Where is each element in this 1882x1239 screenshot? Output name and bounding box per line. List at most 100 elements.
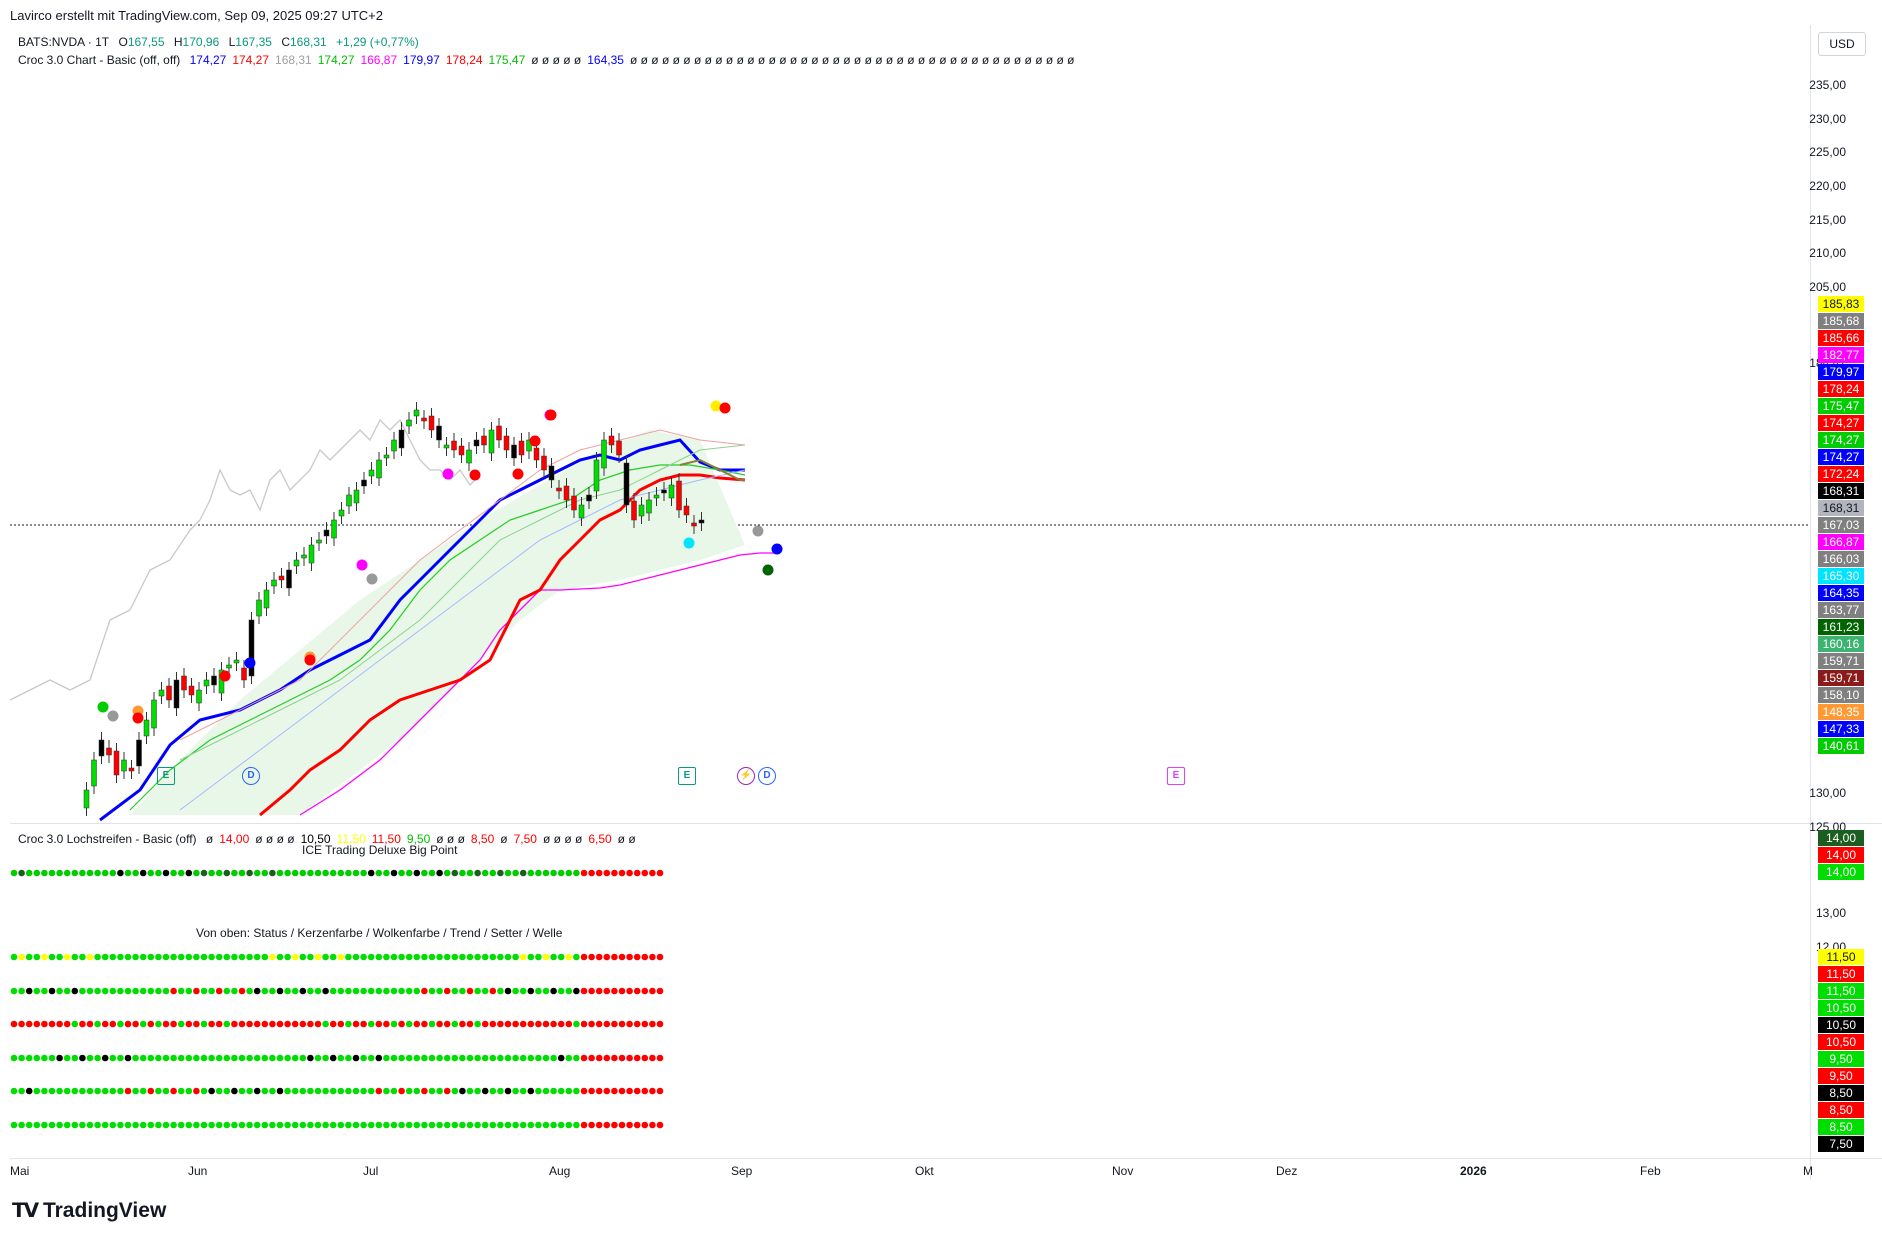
candle	[503, 435, 510, 451]
candle	[293, 559, 300, 567]
lochstreifen-dot	[284, 1087, 291, 1095]
lochstreifen-dot	[527, 1054, 535, 1062]
indicator-name[interactable]: Croc 3.0 Chart - Basic (off, off)	[18, 53, 181, 67]
earnings-icon[interactable]: E	[157, 767, 175, 785]
dividend-icon[interactable]: D	[758, 767, 776, 785]
lochstreifen-dot	[117, 987, 124, 995]
lochstreifen-dot	[33, 869, 41, 877]
lochstreifen-dot	[474, 987, 481, 995]
indicator-name[interactable]: Croc 3.0 Lochstreifen - Basic (off)	[18, 832, 197, 846]
indicator-value: 164,35	[587, 53, 624, 67]
lochstreifen-dot	[527, 1087, 535, 1095]
lochstreifen-dot	[246, 987, 253, 995]
lochstreifen-dot	[633, 953, 641, 961]
lochstreifen-dot	[253, 987, 261, 995]
main-chart-canvas[interactable]	[0, 0, 1810, 1160]
lochstreifen-dot	[345, 953, 352, 961]
lochstreifen-dot	[459, 1020, 466, 1028]
currency-button[interactable]: USD	[1818, 32, 1866, 56]
lochstreifen-dot	[398, 1087, 405, 1095]
lochstreifen-dot	[101, 987, 109, 995]
lochstreifen-dot	[200, 953, 208, 961]
lochstreifen-dot	[466, 953, 474, 961]
price-badge: 182,77	[1818, 347, 1864, 363]
lochstreifen-dot	[489, 1020, 497, 1028]
lochstreifen-dot	[649, 987, 656, 995]
lochstreifen-dot	[291, 1054, 299, 1062]
split-icon[interactable]: ⚡	[737, 767, 755, 785]
ma-line-light	[179, 444, 746, 761]
lochstreifen-dot	[139, 1121, 147, 1129]
symbol-legend[interactable]: BATS:NVDA · 1T O167,55 H170,96 L167,35 C…	[18, 35, 425, 49]
indicator-legend-croc-chart[interactable]: Croc 3.0 Chart - Basic (off, off) 174,27…	[18, 53, 1081, 67]
lochstreifen-dot	[170, 869, 177, 877]
pane-separator[interactable]	[10, 823, 1882, 824]
lochstreifen-dot	[649, 953, 656, 961]
candle	[106, 747, 112, 756]
candle	[323, 529, 330, 537]
lochstreifen-dot	[641, 1087, 649, 1095]
lochstreifen-dot	[626, 1087, 633, 1095]
candle	[608, 435, 615, 446]
lochstreifen-dot	[375, 953, 383, 961]
indicator-value: ø ø ø ø ø ø ø ø ø ø ø ø ø ø ø ø ø ø ø ø …	[629, 53, 1075, 67]
candle	[496, 425, 502, 441]
dividend-icon[interactable]: D	[242, 767, 260, 785]
lochstreifen-dot	[352, 1020, 360, 1028]
lochstreifen-dot	[443, 1020, 451, 1028]
tradingview-logo[interactable]: 𝗧𝗩 TradingView	[12, 1198, 166, 1223]
candle	[466, 449, 472, 464]
lochstreifen-dot	[390, 869, 398, 877]
lochstreifen-dot	[48, 869, 56, 877]
candle	[623, 462, 630, 506]
lochstreifen-dot	[535, 1121, 542, 1129]
indicator-legend-lochstreifen[interactable]: Croc 3.0 Lochstreifen - Basic (off) ø 14,…	[18, 832, 642, 846]
lochstreifen-dot	[162, 869, 170, 877]
lochstreifen-dot	[193, 1087, 200, 1095]
earnings-icon[interactable]: E	[1167, 767, 1185, 785]
lochstreifen-dot	[618, 953, 626, 961]
lochstreifen-dot	[383, 1020, 390, 1028]
candle	[601, 439, 607, 469]
lochstreifen-dot	[269, 953, 276, 961]
lochstreifen-dot	[79, 1054, 86, 1062]
candle	[263, 589, 270, 609]
signal-dot	[107, 710, 119, 722]
lochstreifen-dot	[185, 1020, 193, 1028]
price-badge: 159,71	[1818, 670, 1864, 686]
lochstreifen-dot	[291, 1087, 299, 1095]
lochstreifen-dot	[421, 1020, 428, 1028]
lochstreifen-dot	[436, 953, 443, 961]
lochstreifen-dot	[177, 953, 185, 961]
lochstreifen-dot	[580, 1087, 588, 1095]
lochstreifen-dot	[436, 1020, 443, 1028]
earnings-icon[interactable]: E	[678, 767, 696, 785]
lochstreifen-dot	[124, 1121, 132, 1129]
lochstreifen-dot	[375, 869, 383, 877]
lochstreifen-dot	[132, 869, 139, 877]
lochstreifen-dot	[291, 1121, 299, 1129]
lochstreifen-dot	[398, 987, 405, 995]
lochstreifen-dot	[413, 1121, 421, 1129]
lochstreifen-dot	[79, 1020, 86, 1028]
lochstreifen-dot	[291, 987, 299, 995]
lochstreifen-dot	[223, 987, 231, 995]
lochstreifen-dot	[421, 953, 428, 961]
lochstreifen-dot	[535, 869, 542, 877]
rows-caption: Von oben: Status / Kerzenfarbe / Wolkenf…	[196, 926, 563, 940]
lochstreifen-dot	[489, 869, 497, 877]
lochstreifen-dot	[200, 1087, 208, 1095]
lochstreifen-dot	[276, 1087, 284, 1095]
lochstreifen-dot	[18, 869, 25, 877]
lochstreifen-dot	[10, 987, 18, 995]
candle	[653, 494, 660, 499]
lochstreifen-dot	[557, 1020, 565, 1028]
symbol-name[interactable]: BATS:NVDA · 1T	[18, 35, 110, 49]
lochstreifen-dot	[367, 1020, 375, 1028]
lochstreifen-dot	[41, 1054, 48, 1062]
candle	[676, 480, 682, 511]
lochstreifen-dot	[276, 1121, 284, 1129]
lower-badge: 8,50	[1818, 1102, 1864, 1118]
lochstreifen-dot	[352, 1054, 360, 1062]
lochstreifen-dot	[367, 1121, 375, 1129]
